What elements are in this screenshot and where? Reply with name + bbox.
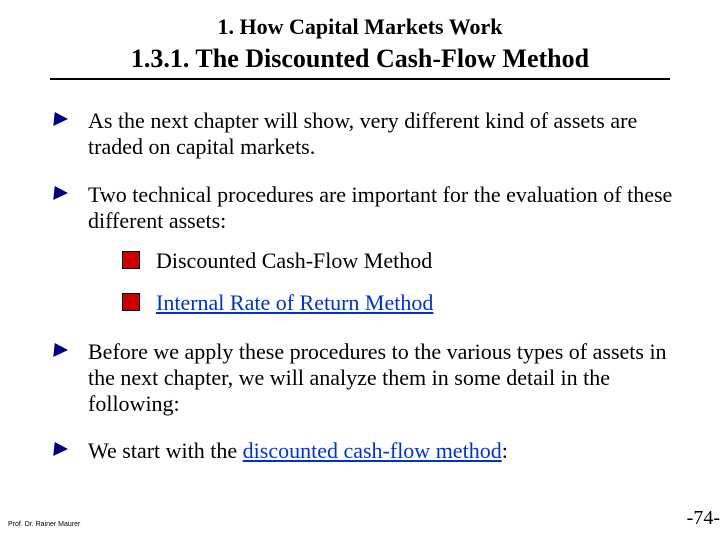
sub-bullet-list: Discounted Cash-Flow Method Internal Rat… <box>88 248 680 317</box>
bullet-list: As the next chapter will show, very diff… <box>40 108 680 464</box>
bullet-item: As the next chapter will show, very diff… <box>48 108 680 160</box>
bullet-text-post: : <box>502 438 508 463</box>
bullet-link[interactable]: discounted cash-flow method <box>243 438 502 463</box>
bullet-item: Two technical procedures are important f… <box>48 182 680 317</box>
bullet-text: As the next chapter will show, very diff… <box>88 108 637 159</box>
page-number: -74- <box>687 507 720 530</box>
sub-bullet-text: Discounted Cash-Flow Method <box>156 248 432 273</box>
sub-bullet-item: Internal Rate of Return Method <box>122 290 680 316</box>
slide: 1. How Capital Markets Work 1.3.1. The D… <box>0 0 720 540</box>
bullet-text: Two technical procedures are important f… <box>88 182 672 233</box>
chapter-title: 1. How Capital Markets Work <box>40 14 680 40</box>
footer-author: Prof. Dr. Rainer Maurer <box>8 521 80 528</box>
bullet-item: We start with the discounted cash-flow m… <box>48 438 680 464</box>
sub-bullet-link[interactable]: Internal Rate of Return Method <box>156 290 433 315</box>
bullet-text: Before we apply these procedures to the … <box>88 339 667 416</box>
section-title: 1.3.1. The Discounted Cash-Flow Method <box>50 44 670 80</box>
bullet-text-pre: We start with the <box>88 438 243 463</box>
bullet-item: Before we apply these procedures to the … <box>48 339 680 417</box>
sub-bullet-item: Discounted Cash-Flow Method <box>122 248 680 274</box>
